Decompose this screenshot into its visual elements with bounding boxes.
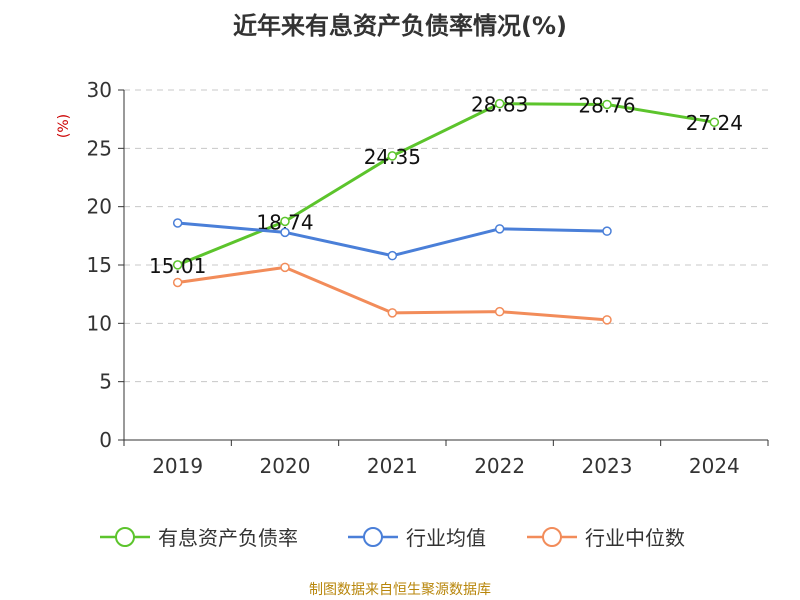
x-tick-label: 2021 [367,454,418,478]
legend-label: 行业中位数 [585,526,685,550]
data-point [172,218,183,228]
y-axis-label: (%) [56,114,72,138]
legend-swatch-marker [363,527,383,547]
legend-swatch-marker [115,527,135,547]
data-point [602,99,612,110]
data-point [280,216,290,227]
data-point [280,227,290,238]
y-tick-label: 20 [87,195,112,219]
data-point [709,117,720,127]
x-tick-label: 2023 [582,454,633,478]
data-label: 27.24 [686,111,743,135]
data-label: 24.35 [364,145,421,169]
data-point [494,224,505,234]
y-tick-label: 25 [87,136,112,160]
data-label: 15.01 [149,254,206,278]
data-point [172,260,183,270]
source-note: 制图数据来自恒生聚源数据库 [309,582,491,598]
y-tick-label: 5 [99,370,112,394]
data-point [602,315,612,325]
legend-label: 有息资产负债率 [158,526,298,550]
data-label: 28.83 [471,93,528,117]
x-tick-label: 2022 [474,454,525,478]
data-point [494,98,505,109]
legend-label: 行业均值 [406,526,486,550]
chart-title: 近年来有息资产负债率情况(%) [233,12,567,40]
data-point [494,306,505,317]
data-point [387,250,398,261]
data-point [387,151,398,161]
legend-swatch-marker [542,527,562,547]
series-line [177,102,715,267]
data-label: 28.76 [578,93,635,117]
y-tick-label: 15 [87,253,112,277]
y-tick-label: 10 [87,311,112,335]
x-tick-label: 2019 [152,454,203,478]
x-tick-label: 2020 [260,454,311,478]
y-tick-label: 0 [99,428,112,452]
x-tick-label: 2024 [689,454,740,478]
data-point [602,226,612,236]
data-point [172,277,183,288]
data-point [280,262,290,273]
data-point [387,308,398,318]
y-tick-label: 30 [87,78,112,102]
